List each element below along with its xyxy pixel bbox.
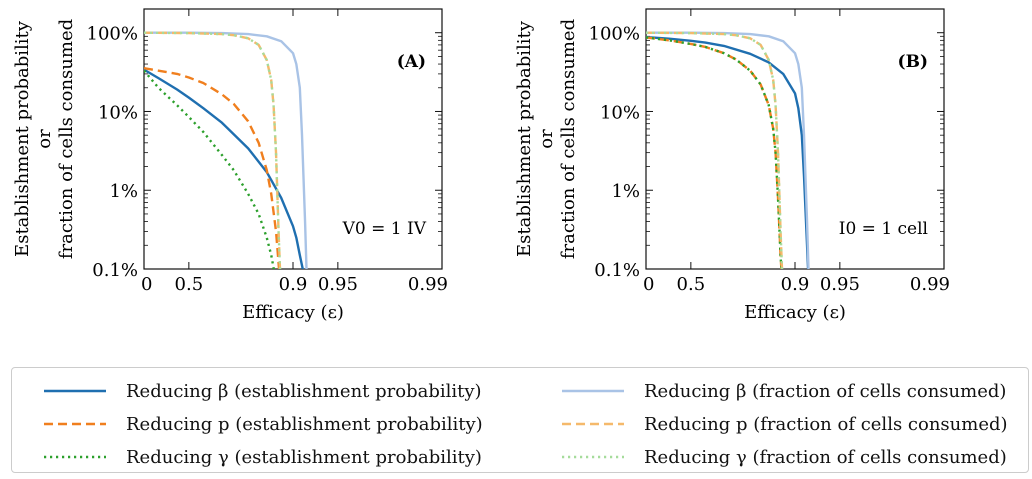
x-axis-label: Efficacy (ε) (242, 302, 344, 323)
legend-swatch (44, 389, 106, 393)
legend-swatch (562, 389, 624, 393)
panel-annotation: V0 = 1 IV (342, 219, 427, 239)
legend-item: Reducing γ (establishment probability) (44, 440, 482, 474)
x-tick-label: 0.9 (279, 274, 308, 295)
y-tick-label: 100% (87, 24, 138, 45)
legend-item: Reducing β (fraction of cells consumed) (562, 374, 1006, 408)
x-tick-label: 0.95 (318, 274, 358, 295)
x-tick-label: 0.99 (910, 274, 950, 295)
series-line-5 (144, 31, 282, 269)
x-tick-label: 0.9 (781, 274, 810, 295)
series-line-1 (646, 36, 783, 269)
legend: Reducing β (establishment probability) Re… (11, 367, 1029, 473)
y-axis-label-line: fraction of cells consumed (558, 19, 579, 259)
panel-b: 0.1% 1% 10% 100% 0 0.5 0.9 0.95 0.99 (B) I0 = 1 ce… (514, 8, 950, 323)
legend-label: Reducing β (fraction of cells consumed) (644, 380, 1007, 402)
series-group (144, 31, 308, 269)
x-tick-label: 0.95 (820, 274, 860, 295)
panel-label: (B) (898, 52, 928, 72)
series-line-1 (144, 66, 281, 269)
y-axis-label-line: or (34, 129, 55, 149)
legend-swatch (44, 422, 106, 426)
series-group (646, 31, 810, 269)
panel-annotation: I0 = 1 cell (839, 219, 928, 239)
y-tick-label: 1% (109, 181, 138, 202)
series-line-0 (646, 35, 810, 269)
x-tick-label: 0.5 (677, 274, 706, 295)
series-line-2 (646, 36, 783, 269)
y-axis-label-line: Establishment probability (514, 20, 535, 257)
y-tick-label: 10% (98, 102, 138, 123)
legend-label: Reducing p (fraction of cells consumed) (644, 413, 1008, 435)
legend-item: Reducing p (fraction of cells consumed) (562, 407, 1008, 441)
x-tick-label: 0 (141, 274, 152, 295)
y-axis-label-line: or (536, 129, 557, 149)
series-line-0 (144, 68, 304, 269)
x-axis-label: Efficacy (ε) (744, 302, 846, 323)
legend-item: Reducing β (establishment probability) (44, 374, 482, 408)
panel-label: (A) (397, 52, 426, 72)
legend-label: Reducing β (establishment probability) (126, 380, 482, 402)
y-tick-label: 10% (600, 102, 640, 123)
legend-swatch (562, 455, 624, 459)
x-tick-label: 0 (643, 274, 654, 295)
y-tick-label: 1% (611, 181, 640, 202)
y-tick-label: 0.1% (594, 260, 640, 281)
legend-swatch (562, 422, 624, 426)
series-line-2 (144, 69, 275, 269)
panel-a: 0.1% 1% 10% 100% 0 0.5 0.9 0.95 0.99 (A) V0 = 1 IV… (12, 8, 448, 323)
y-tick-label: 100% (589, 24, 640, 45)
legend-label: Reducing p (establishment probability) (126, 413, 483, 435)
x-tick-label: 0.5 (175, 274, 204, 295)
x-tick-label: 0.99 (408, 274, 448, 295)
series-line-3 (646, 31, 810, 269)
y-tick-label: 0.1% (92, 260, 138, 281)
legend-swatch (44, 455, 106, 459)
series-line-4 (646, 31, 784, 269)
series-line-5 (646, 31, 784, 269)
legend-item: Reducing γ (fraction of cells consumed) (562, 440, 1007, 474)
figure-canvas: 0.1% 1% 10% 100% 0 0.5 0.9 0.95 0.99 (A) V0 = 1 IV… (12, 8, 950, 323)
series-line-3 (144, 31, 308, 269)
legend-item: Reducing p (establishment probability) (44, 407, 483, 441)
legend-label: Reducing γ (fraction of cells consumed) (644, 446, 1007, 468)
y-axis-label-line: Establishment probability (12, 20, 33, 257)
legend-label: Reducing γ (establishment probability) (126, 446, 482, 468)
y-axis-label-line: fraction of cells consumed (56, 19, 77, 259)
